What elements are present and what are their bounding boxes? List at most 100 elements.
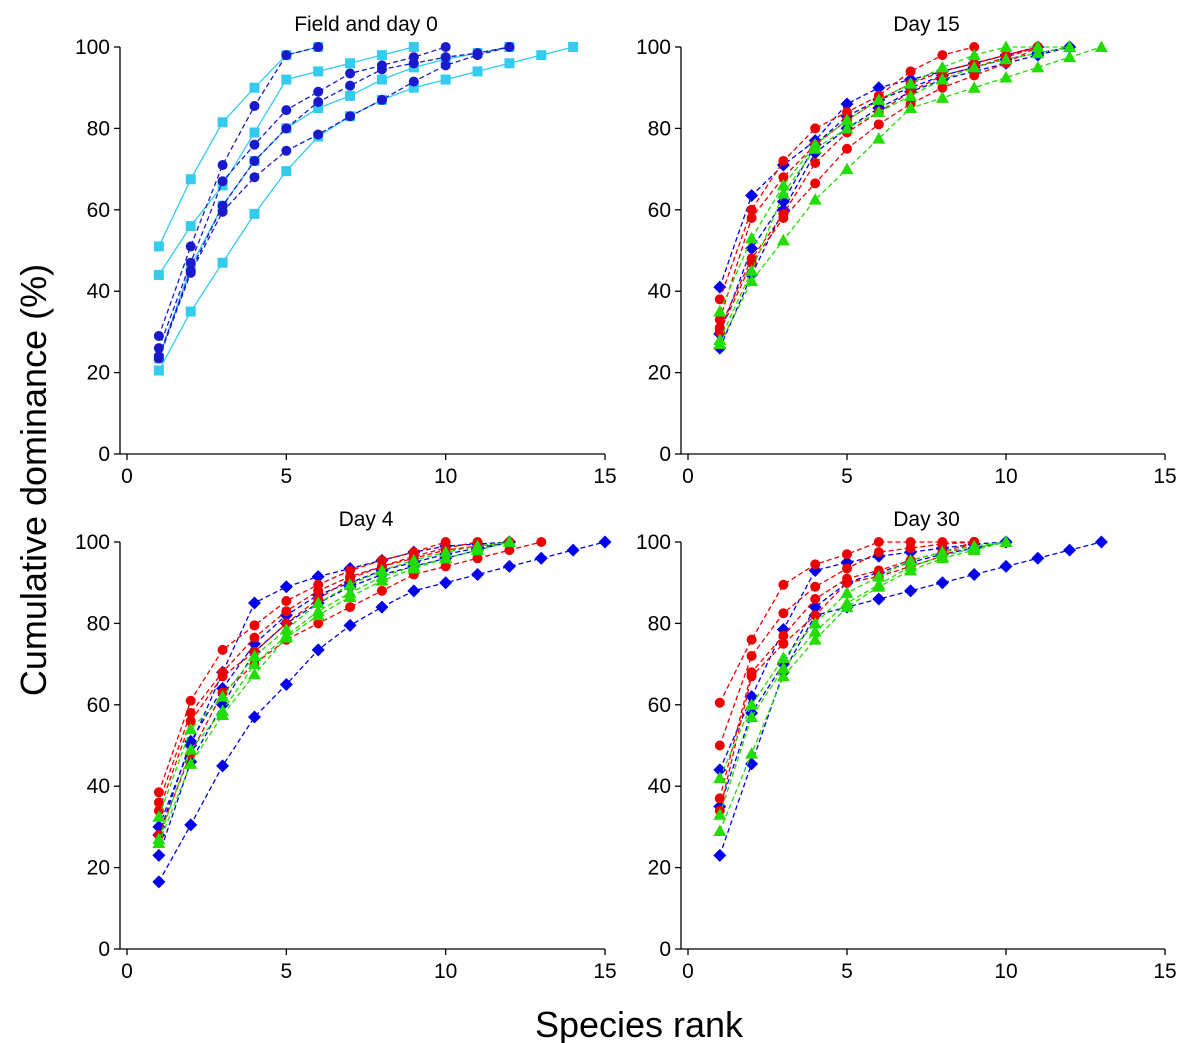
- series-line: [719, 541, 1007, 815]
- data-point: [440, 42, 451, 52]
- data-point: [778, 630, 789, 641]
- data-point: [776, 661, 790, 674]
- data-point: [407, 553, 421, 566]
- data-point: [247, 710, 261, 724]
- data-point: [376, 94, 387, 105]
- data-point: [1063, 40, 1077, 52]
- panel-day-30: Day 30 0 5 10 15 0 20 40 60 80 100: [636, 508, 1177, 983]
- series-9: [152, 535, 516, 845]
- x-tick-label: 0: [682, 960, 694, 983]
- series-1: [713, 535, 1013, 814]
- series-5: [153, 42, 451, 354]
- y-tick-label: 20: [648, 857, 671, 880]
- y-tick-label: 0: [98, 938, 110, 961]
- data-point: [408, 42, 419, 52]
- data-point: [872, 93, 886, 105]
- data-point: [249, 139, 260, 150]
- data-point: [840, 121, 854, 134]
- data-point: [714, 326, 725, 337]
- series-3: [152, 535, 612, 889]
- series-line: [158, 541, 510, 817]
- data-point: [153, 241, 164, 252]
- data-point: [808, 193, 822, 205]
- data-point: [471, 543, 485, 556]
- data-point: [842, 143, 852, 154]
- data-point: [249, 127, 260, 138]
- series-8: [713, 535, 1013, 820]
- data-point: [247, 649, 261, 661]
- series-line: [719, 541, 1007, 779]
- data-point: [842, 107, 852, 118]
- data-point: [713, 771, 727, 784]
- data-point: [184, 757, 198, 769]
- data-point: [714, 740, 725, 751]
- data-point: [840, 586, 854, 598]
- series-1: [713, 40, 1077, 341]
- data-point: [408, 82, 419, 93]
- data-point: [375, 574, 389, 586]
- data-point: [375, 600, 389, 614]
- data-point: [776, 651, 790, 663]
- data-point: [872, 132, 886, 144]
- y-tick-label: 80: [648, 117, 671, 140]
- data-point: [810, 123, 821, 134]
- data-point: [217, 257, 228, 268]
- data-point: [279, 580, 293, 594]
- series-3: [153, 42, 579, 376]
- data-point: [247, 657, 261, 670]
- data-point: [745, 690, 759, 704]
- x-tick-label: 15: [1153, 465, 1176, 488]
- series-line: [158, 541, 510, 828]
- data-point: [873, 547, 884, 558]
- data-point: [904, 563, 918, 576]
- data-point: [536, 537, 547, 547]
- data-point: [153, 797, 164, 808]
- data-point: [345, 111, 356, 122]
- data-point: [745, 710, 759, 723]
- data-point: [999, 535, 1013, 547]
- data-point: [247, 667, 261, 680]
- data-point: [935, 576, 949, 590]
- panel-field-and-day-0: Field and day 0 0 5 10 15 0 20 40 60 80 100: [75, 13, 617, 488]
- data-point: [217, 176, 228, 187]
- data-point: [281, 166, 292, 177]
- data-point: [967, 48, 981, 61]
- panel-day-4: Day 4 0 5 10 15 0 20 40 60 80 100: [75, 508, 617, 983]
- data-point: [935, 60, 949, 73]
- data-point: [408, 76, 419, 87]
- data-point: [713, 337, 727, 350]
- data-point: [217, 644, 228, 655]
- data-point: [440, 60, 451, 71]
- data-point: [967, 81, 981, 93]
- data-point: [999, 71, 1013, 83]
- data-point: [249, 208, 260, 219]
- data-point: [967, 60, 981, 73]
- x-tick-label: 5: [841, 465, 853, 488]
- data-point: [935, 91, 949, 103]
- data-point: [713, 305, 727, 317]
- data-point: [999, 40, 1013, 52]
- data-point: [842, 577, 852, 588]
- data-point: [281, 596, 292, 607]
- data-point: [937, 539, 948, 550]
- data-point: [905, 543, 916, 554]
- data-point: [808, 142, 822, 154]
- panel-title: Field and day 0: [294, 13, 438, 36]
- data-point: [1063, 543, 1077, 557]
- data-point: [872, 105, 886, 118]
- data-point: [904, 89, 918, 101]
- series-line: [158, 46, 510, 357]
- data-point: [313, 86, 324, 97]
- data-point: [778, 155, 789, 166]
- series-line: [719, 541, 975, 704]
- y-tick-label: 60: [648, 694, 671, 717]
- data-point: [472, 66, 483, 77]
- series-7: [713, 40, 1077, 317]
- y-tick-label: 20: [648, 362, 671, 385]
- data-point: [439, 551, 453, 564]
- data-point: [217, 160, 228, 171]
- data-point: [873, 119, 884, 130]
- data-point: [407, 584, 421, 598]
- series-line: [158, 46, 446, 349]
- data-point: [376, 50, 387, 61]
